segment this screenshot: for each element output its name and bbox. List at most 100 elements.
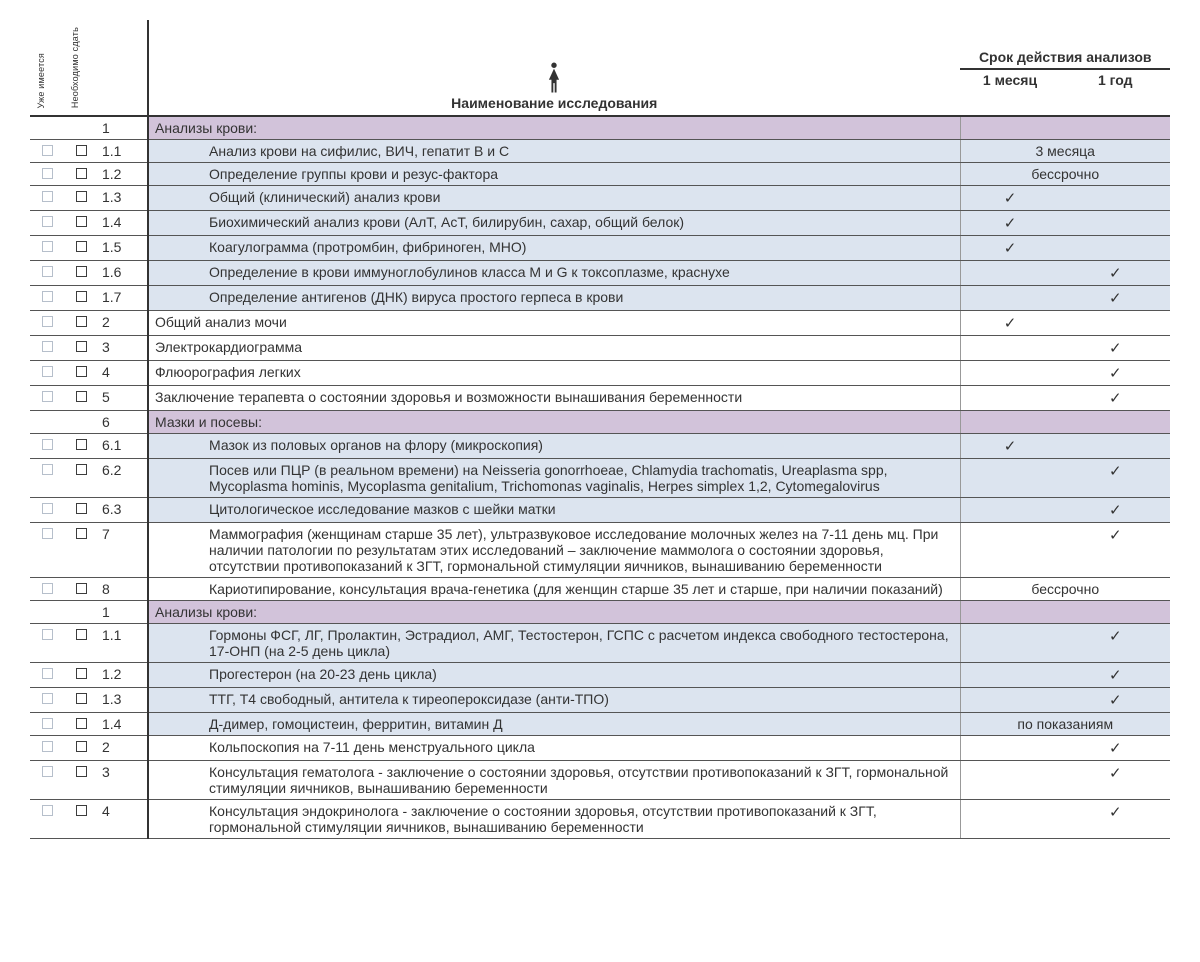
valid-1year: ✓ [1060, 523, 1170, 578]
need-checkbox[interactable] [76, 366, 87, 377]
valid-1year [1060, 601, 1170, 624]
valid-1year [1060, 211, 1170, 236]
valid-1month [960, 261, 1060, 286]
need-checkbox[interactable] [76, 316, 87, 327]
valid-1year [1060, 186, 1170, 211]
need-checkbox[interactable] [76, 528, 87, 539]
valid-1month [960, 116, 1060, 140]
exam-name: Прогестерон (на 20-23 день цикла) [148, 663, 960, 688]
need-checkbox[interactable] [76, 464, 87, 475]
valid-1month [960, 523, 1060, 578]
need-checkbox[interactable] [76, 805, 87, 816]
row-number: 1.1 [98, 624, 144, 663]
item-row: 5Заключение терапевта о состоянии здоров… [30, 386, 1170, 411]
have-checkbox[interactable] [42, 391, 53, 402]
need-checkbox[interactable] [76, 693, 87, 704]
need-checkbox[interactable] [76, 266, 87, 277]
need-checkbox[interactable] [76, 168, 87, 179]
item-row: 1.7Определение антигенов (ДНК) вируса пр… [30, 286, 1170, 311]
need-checkbox[interactable] [76, 718, 87, 729]
valid-1month: ✓ [960, 186, 1060, 211]
title-heading: Наименование исследования [451, 95, 657, 111]
have-checkbox[interactable] [42, 191, 53, 202]
have-checkbox[interactable] [42, 464, 53, 475]
item-row: 3Электрокардиограмма✓ [30, 336, 1170, 361]
row-number: 3 [98, 336, 144, 361]
have-checkbox[interactable] [42, 241, 53, 252]
section-row: 6Мазки и посевы: [30, 411, 1170, 434]
need-checkbox[interactable] [76, 503, 87, 514]
exam-name: Посев или ПЦР (в реальном времени) на Ne… [148, 459, 960, 498]
have-checkbox[interactable] [42, 528, 53, 539]
row-number: 6.3 [98, 498, 144, 523]
have-checkbox[interactable] [42, 805, 53, 816]
have-checkbox[interactable] [42, 341, 53, 352]
validity-span: по показаниям [960, 713, 1170, 736]
have-checkbox[interactable] [42, 583, 53, 594]
item-row: 4Консультация эндокринолога - заключение… [30, 800, 1170, 839]
exam-name: Общий (клинический) анализ крови [148, 186, 960, 211]
exam-name: Определение антигенов (ДНК) вируса прост… [148, 286, 960, 311]
need-checkbox[interactable] [76, 583, 87, 594]
need-checkbox[interactable] [76, 439, 87, 450]
have-checkbox[interactable] [42, 741, 53, 752]
exam-name: Коагулограмма (протромбин, фибриноген, М… [148, 236, 960, 261]
exam-name: Определение группы крови и резус-фактора [148, 163, 960, 186]
valid-1month [960, 663, 1060, 688]
female-icon [155, 61, 954, 95]
have-checkbox[interactable] [42, 216, 53, 227]
have-checkbox[interactable] [42, 766, 53, 777]
exam-name: Общий анализ мочи [148, 311, 960, 336]
valid-1year: ✓ [1060, 624, 1170, 663]
valid-1year [1060, 311, 1170, 336]
valid-1year: ✓ [1060, 261, 1170, 286]
need-checkbox[interactable] [76, 391, 87, 402]
exam-name: Флюорография легких [148, 361, 960, 386]
row-number: 1.3 [98, 186, 144, 211]
have-checkbox[interactable] [42, 145, 53, 156]
row-number: 1.1 [98, 140, 144, 163]
need-checkbox[interactable] [76, 241, 87, 252]
have-checkbox[interactable] [42, 168, 53, 179]
have-checkbox[interactable] [42, 316, 53, 327]
have-checkbox[interactable] [42, 718, 53, 729]
validity-span: бессрочно [960, 578, 1170, 601]
item-row: 6.1Мазок из половых органов на флору (ми… [30, 434, 1170, 459]
have-checkbox[interactable] [42, 693, 53, 704]
valid-1month [960, 601, 1060, 624]
have-checkbox[interactable] [42, 439, 53, 450]
need-checkbox[interactable] [76, 766, 87, 777]
need-checkbox[interactable] [76, 191, 87, 202]
row-number: 1.4 [98, 713, 144, 736]
have-checkbox[interactable] [42, 266, 53, 277]
have-checkbox[interactable] [42, 291, 53, 302]
validity-heading: Срок действия анализов [960, 20, 1170, 69]
item-row: 1.4Биохимический анализ крови (АлТ, АсТ,… [30, 211, 1170, 236]
have-checkbox[interactable] [42, 629, 53, 640]
item-row: 1.2Прогестерон (на 20-23 день цикла)✓ [30, 663, 1170, 688]
valid-1month [960, 498, 1060, 523]
need-checkbox[interactable] [76, 291, 87, 302]
row-number: 1.3 [98, 688, 144, 713]
exam-name: Анализ крови на сифилис, ВИЧ, гепатит В … [148, 140, 960, 163]
need-checkbox[interactable] [76, 629, 87, 640]
have-checkbox[interactable] [42, 668, 53, 679]
valid-1month: ✓ [960, 311, 1060, 336]
col-1year: 1 год [1060, 69, 1170, 116]
valid-1month [960, 361, 1060, 386]
have-checkbox[interactable] [42, 503, 53, 514]
item-row: 7Маммография (женщинам старше 35 лет), у… [30, 523, 1170, 578]
need-checkbox[interactable] [76, 341, 87, 352]
need-checkbox[interactable] [76, 145, 87, 156]
have-checkbox[interactable] [42, 366, 53, 377]
valid-1month [960, 736, 1060, 761]
row-number: 6.2 [98, 459, 144, 498]
item-row: 1.5Коагулограмма (протромбин, фибриноген… [30, 236, 1170, 261]
row-number: 1.2 [98, 663, 144, 688]
item-row: 1.2Определение группы крови и резус-факт… [30, 163, 1170, 186]
need-checkbox[interactable] [76, 668, 87, 679]
item-row: 3Консультация гематолога - заключение о … [30, 761, 1170, 800]
need-checkbox[interactable] [76, 741, 87, 752]
need-checkbox[interactable] [76, 216, 87, 227]
exam-name: Маммография (женщинам старше 35 лет), ул… [148, 523, 960, 578]
